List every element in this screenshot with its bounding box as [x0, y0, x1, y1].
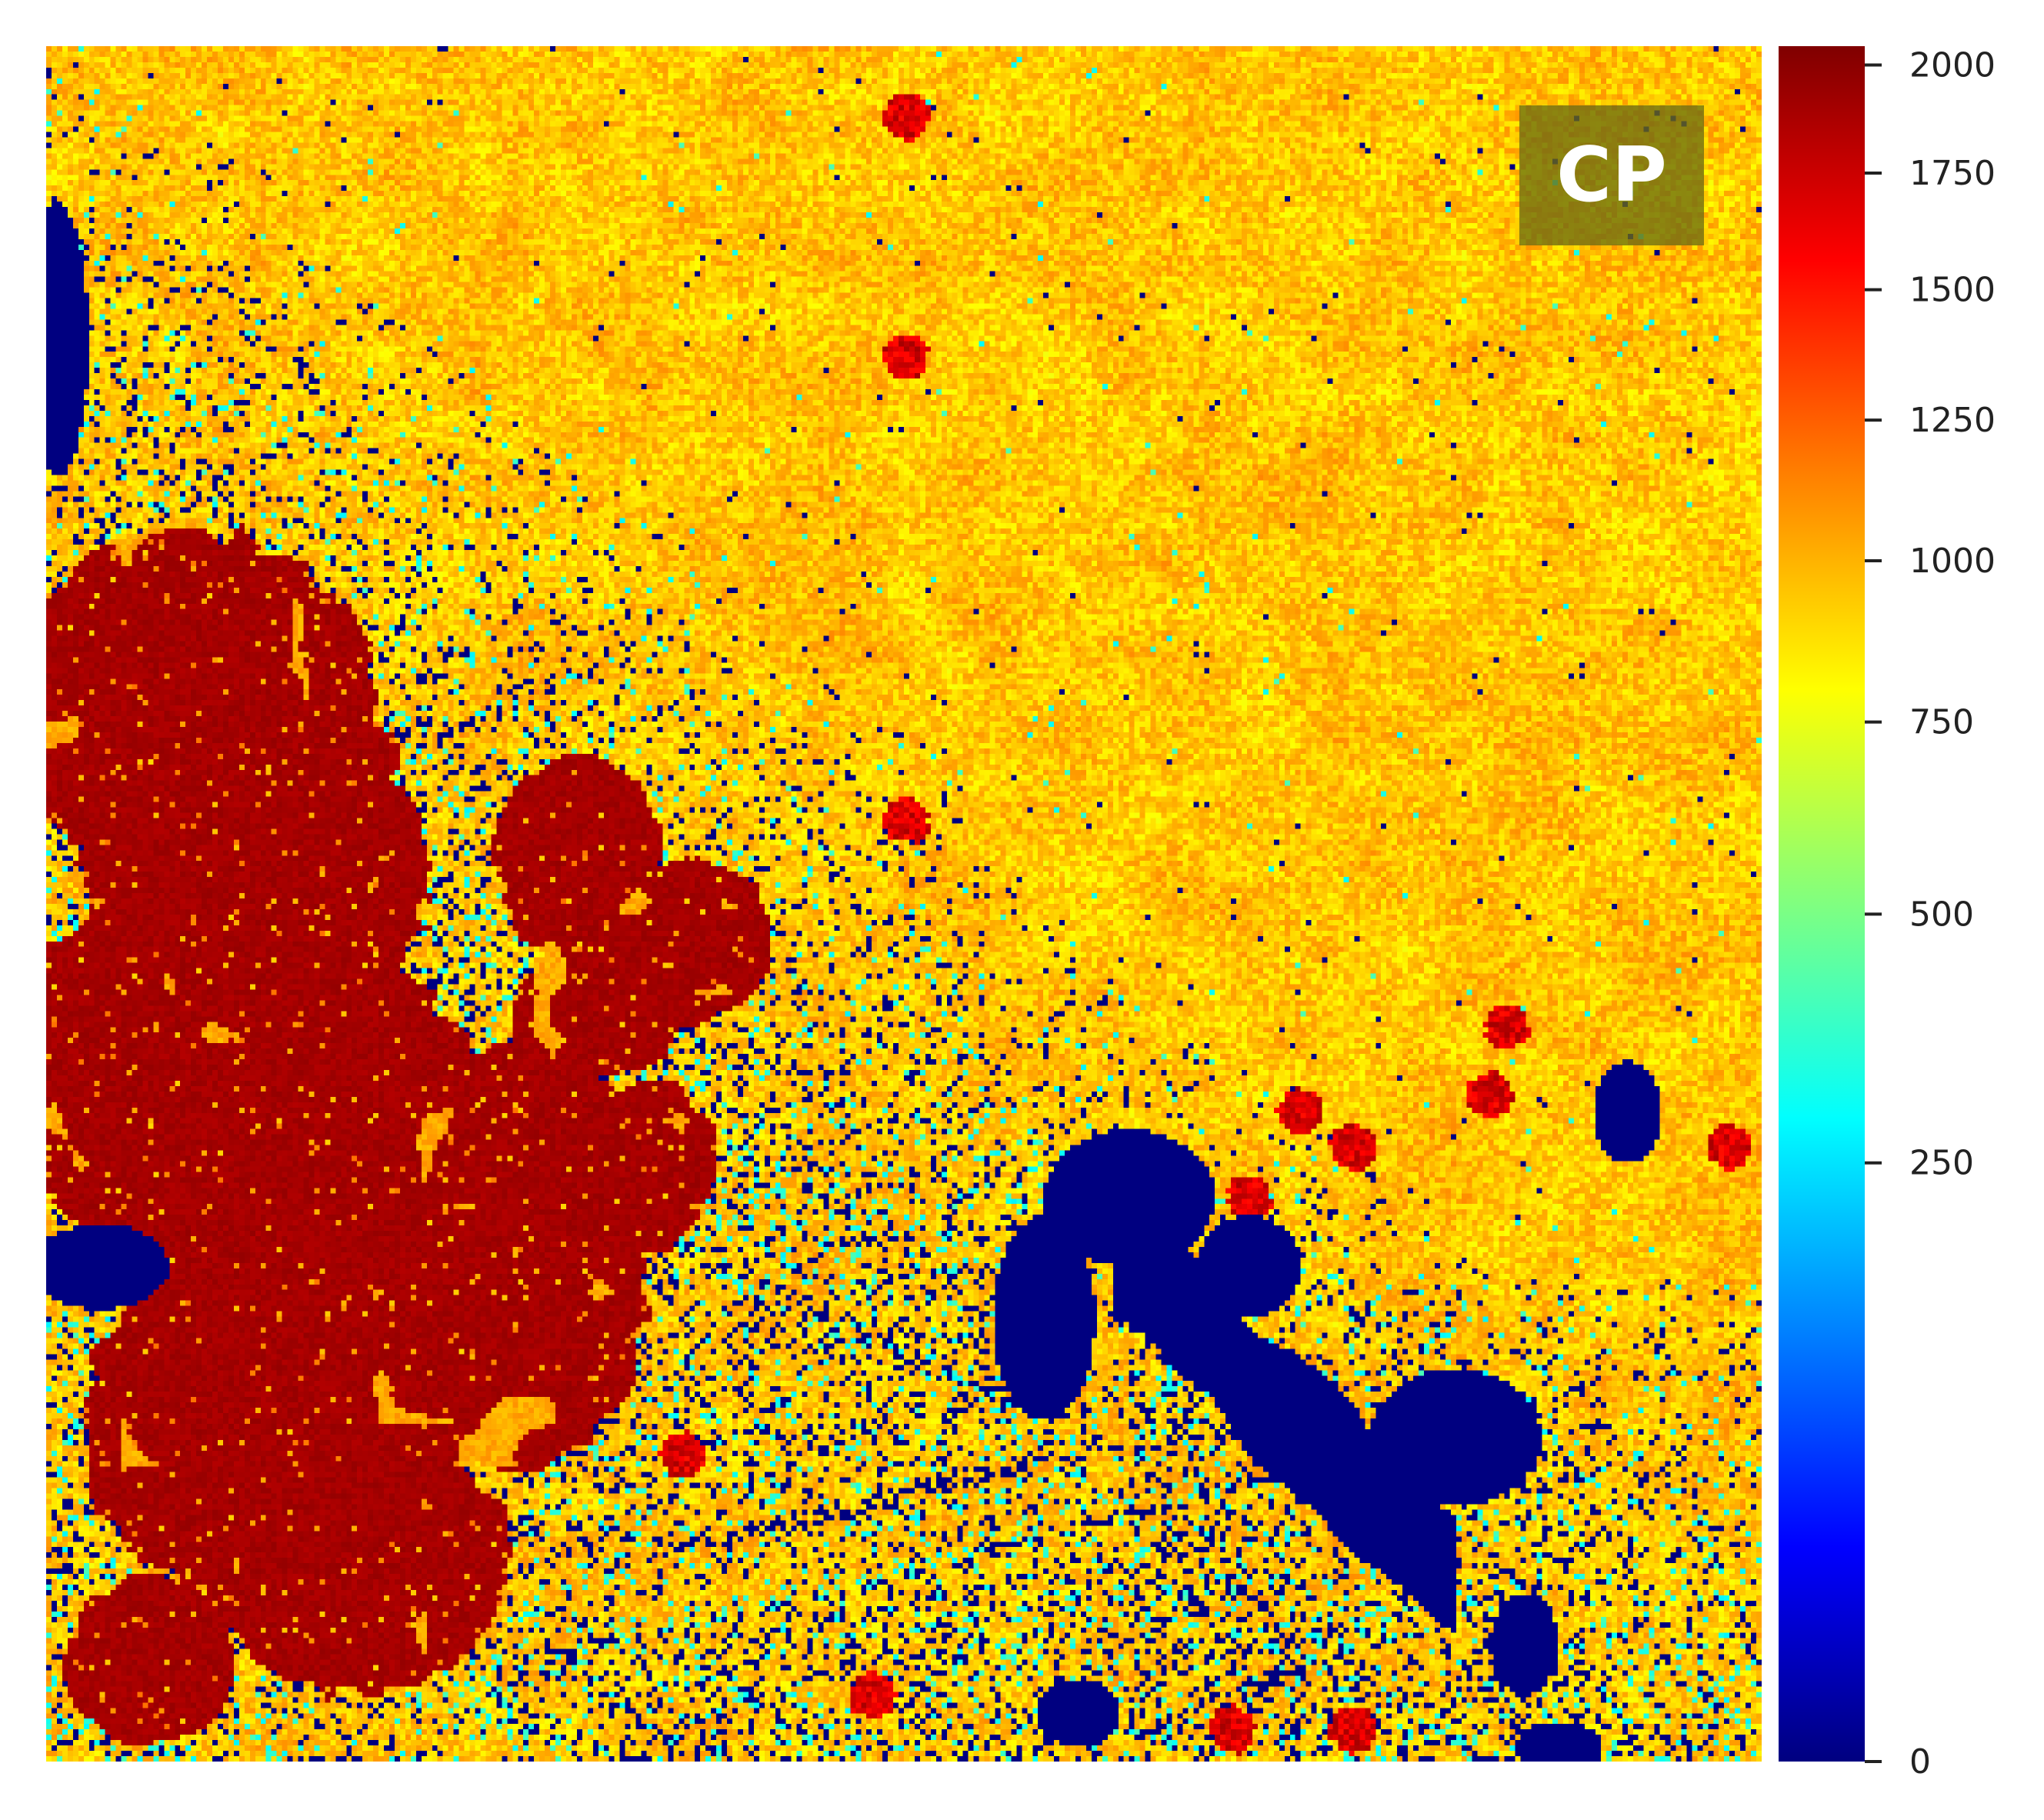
heatmap-image	[46, 46, 1762, 1762]
panel-label-box: CP	[1519, 105, 1704, 245]
colorbar-tick-label: 250	[1909, 1144, 1974, 1183]
colorbar-tick-label: 0	[1909, 1742, 1931, 1782]
colorbar-tick-label: 2000	[1909, 46, 1996, 85]
colorbar-tick-label: 1500	[1909, 271, 1996, 310]
panel-label: CP	[1556, 132, 1667, 219]
colorbar-axis: 0 250 500 750 1000 1250 1500 1750 2000	[1865, 46, 1996, 1782]
colorbar-tick-label: 1250	[1909, 401, 1996, 440]
colorbar	[1779, 46, 1865, 1762]
colorbar-tick-label: 500	[1909, 895, 1974, 934]
heatmap-panel: CP	[46, 46, 1762, 1762]
colorbar-tick-label: 1750	[1909, 154, 1996, 193]
colorbar-tick-label: 750	[1909, 703, 1974, 742]
colorbar-tick-label: 1000	[1909, 542, 1996, 581]
